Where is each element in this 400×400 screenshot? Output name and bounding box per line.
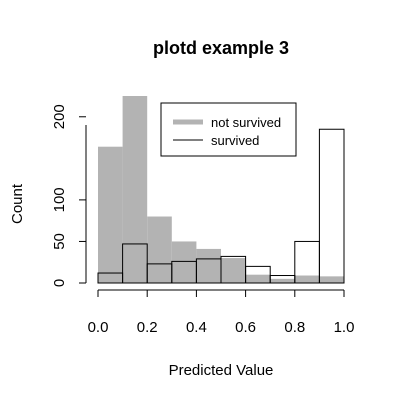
y-tick-label: 100 [51,187,68,212]
bar-not-survived [147,216,172,283]
legend-label-not-survived: not survived [211,115,281,130]
legend: not survived survived [160,102,297,157]
x-tick-label: 1.0 [334,319,355,336]
bar-not-survived [122,96,148,283]
x-tick-label: 0.8 [284,319,305,336]
legend-box [160,102,297,157]
bar-not-survived [245,274,271,283]
bar-not-survived [171,241,197,283]
x-ticks: 0.0 0.2 0.4 0.6 0.8 1.0 [88,290,355,336]
legend-label-survived: survived [211,133,259,148]
chart-title: plotd example 3 [153,38,289,58]
x-tick-label: 0.6 [235,319,256,336]
y-tick-label: 50 [51,233,68,250]
bar-not-survived [98,146,123,283]
x-axis-label: Predicted Value [169,362,274,379]
y-axis-label: Count [9,183,26,224]
y-tick-label: 0 [51,279,68,287]
bar-not-survived [294,275,320,283]
bar-survived [318,128,345,284]
y-axis: 0 50 100 200 [51,104,87,287]
x-tick-label: 0.0 [88,319,109,336]
x-tick-label: 0.4 [186,319,207,336]
x-axis: 0.0 0.2 0.4 0.6 0.8 1.0 [88,289,355,336]
y-tick-label: 200 [51,104,68,129]
x-tick-label: 0.2 [137,319,158,336]
bar-not-survived [270,278,295,283]
bar-survived [245,265,271,284]
bar-not-survived [196,248,221,283]
not-survived-bars [98,96,344,283]
bar-not-survived [319,276,344,283]
survived-bars [97,128,345,284]
bar-not-survived [221,258,246,283]
y-ticks: 0 50 100 200 [51,104,86,287]
